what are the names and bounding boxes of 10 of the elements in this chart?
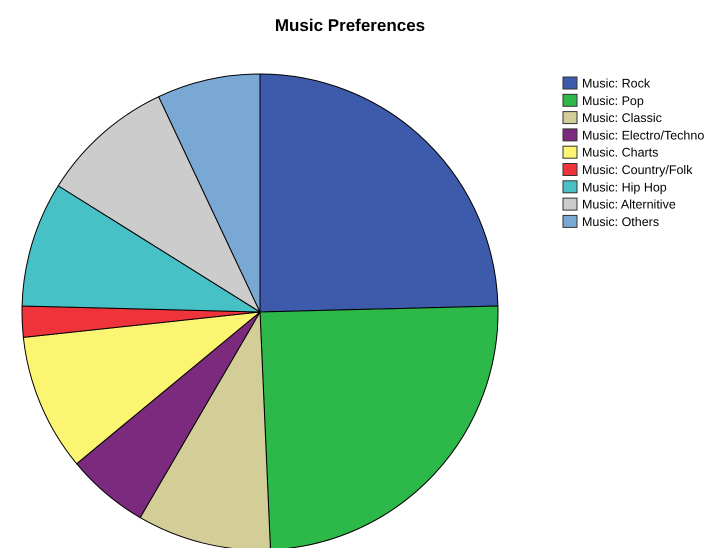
legend-label: Music: Country/Folk — [582, 163, 694, 177]
chart-title: Music Preferences — [274, 16, 426, 35]
legend-label: Music: Pop — [582, 94, 644, 108]
legend-label: Music: Hip Hop — [582, 180, 667, 194]
legend-label: Music: Alternitive — [582, 198, 676, 212]
legend-label: Music: Others — [582, 214, 660, 229]
legend-label: Music: Electro/Techno — [582, 128, 704, 142]
legend-label: Music: Rock — [582, 76, 651, 90]
legend-label: Music: Classic — [582, 111, 662, 126]
legend-label: Music. Charts — [582, 146, 658, 160]
